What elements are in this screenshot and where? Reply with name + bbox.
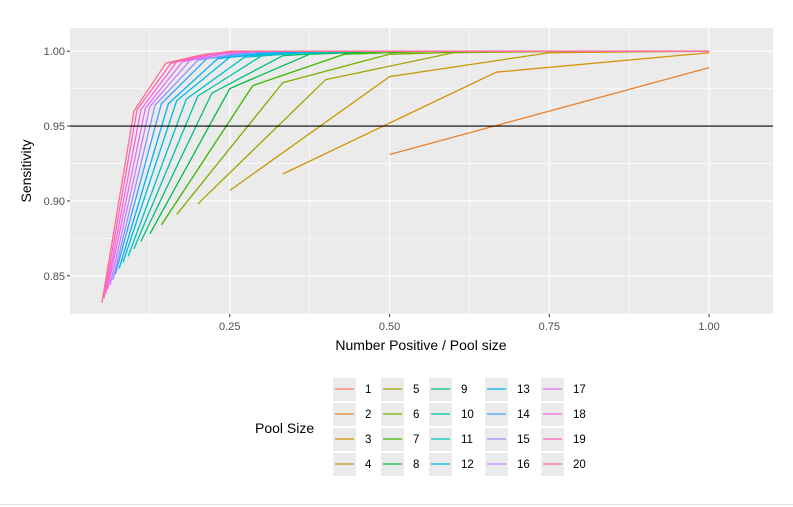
legend-label-9: 9	[461, 384, 467, 396]
legend-label-20: 20	[573, 459, 586, 471]
y-tick-label: 0.90	[44, 196, 65, 208]
series-line-4	[229, 50, 710, 191]
legend-label-6: 6	[413, 409, 419, 421]
legend-label-3: 3	[365, 434, 371, 446]
x-tick-label: 1.00	[698, 321, 719, 333]
legend-label-5: 5	[413, 384, 419, 396]
x-tick-label: 0.50	[379, 321, 400, 333]
bottom-divider	[0, 504, 793, 505]
x-axis: 0.25 0.50 0.75 1.00	[219, 314, 720, 333]
x-axis-title: Number Positive / Pool size	[335, 337, 506, 353]
legend-label-19: 19	[573, 434, 586, 446]
plot-panel	[70, 28, 773, 314]
series-line-20	[101, 50, 710, 303]
minor-gridlines	[70, 28, 773, 314]
legend-label-14: 14	[517, 409, 530, 421]
series-line-2	[389, 67, 710, 156]
legend-label-17: 17	[573, 384, 586, 396]
legend-label-13: 13	[517, 384, 530, 396]
x-tick-label: 0.75	[539, 321, 560, 333]
legend-label-11: 11	[461, 434, 473, 446]
x-tick-label: 0.25	[219, 321, 240, 333]
legend-label-15: 15	[517, 434, 530, 446]
legend-label-18: 18	[573, 409, 586, 421]
legend-label-7: 7	[413, 434, 419, 446]
y-tick-label: 0.85	[44, 271, 65, 283]
legend-label-10: 10	[461, 409, 474, 421]
legend-label-12: 12	[461, 459, 474, 471]
y-tick-label: 0.95	[44, 121, 65, 133]
legend-label-2: 2	[365, 409, 371, 421]
legend-label-1: 1	[365, 384, 371, 396]
legend-title: Pool Size	[255, 420, 314, 436]
y-tick-label: 1.00	[44, 46, 65, 58]
series-line-3	[282, 52, 710, 175]
y-axis-title: Sensitivity	[18, 139, 34, 202]
legend-label-8: 8	[413, 459, 419, 471]
y-axis: 0.85 0.90 0.95 1.00	[44, 46, 70, 283]
series-lines	[101, 50, 710, 303]
legend-label-16: 16	[517, 459, 530, 471]
legend-label-4: 4	[365, 459, 372, 471]
